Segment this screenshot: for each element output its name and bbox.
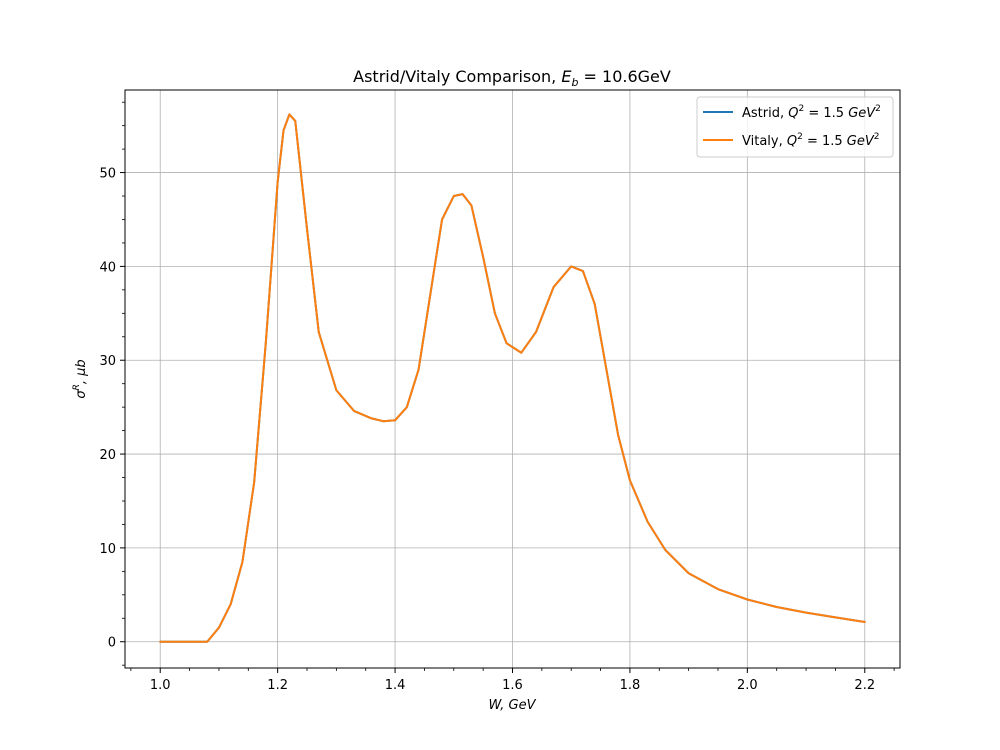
legend: Astrid, Q2 = 1.5 GeV2 Vitaly, Q2 = 1.5 G… — [696, 96, 894, 158]
legend-label-vitaly: Vitaly, Q2 = 1.5 GeV2 — [742, 132, 880, 149]
x-tick-label: 1.6 — [502, 678, 523, 693]
x-tick-label: 1.8 — [620, 678, 641, 693]
y-tick-label: 0 — [108, 636, 116, 651]
chart-title: Astrid/Vitaly Comparison, Eb = 10.6GeV — [353, 67, 671, 89]
legend-label-astrid: Astrid, Q2 = 1.5 GeV2 — [742, 104, 881, 121]
grid-lines — [125, 90, 900, 668]
x-tick-label: 1.0 — [150, 678, 171, 693]
legend-box — [696, 96, 894, 158]
x-tick-label: 2.0 — [737, 678, 758, 693]
y-tick-label: 20 — [99, 448, 116, 463]
x-tick-label: 1.2 — [267, 678, 288, 693]
y-tick-label: 30 — [99, 354, 116, 369]
axis-ticks: 1.0 1.2 1.4 1.6 1.8 2.0 2.2 0 10 20 30 40 50 — [99, 101, 895, 693]
series-layer — [159, 113, 866, 643]
y-axis-label: σR, μb — [72, 359, 89, 398]
series-line-vitaly — [159, 113, 866, 643]
x-tick-label: 2.2 — [854, 678, 875, 693]
y-tick-label: 50 — [99, 167, 116, 182]
y-tick-label: 40 — [99, 260, 116, 275]
y-tick-label: 10 — [99, 542, 116, 557]
x-tick-label: 1.4 — [385, 678, 406, 693]
x-axis-label: W, GeV — [488, 698, 536, 713]
